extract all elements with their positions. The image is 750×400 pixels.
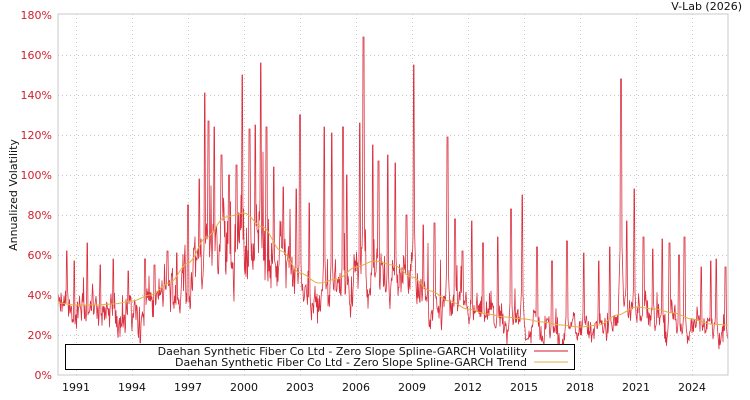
legend: Daehan Synthetic Fiber Co Ltd - Zero Slo…: [65, 344, 575, 370]
y-tick-label: 80%: [28, 209, 52, 222]
legend-box: [65, 344, 575, 370]
x-tick-label: 1991: [62, 381, 90, 394]
y-tick-label: 40%: [28, 289, 52, 302]
grid-lines: [58, 14, 728, 375]
x-tick-label: 2009: [398, 381, 426, 394]
y-tick-label: 100%: [21, 169, 52, 182]
y-tick-label: 120%: [21, 129, 52, 142]
y-tick-label: 0%: [35, 369, 52, 382]
credit-text: V-Lab (2026): [671, 0, 742, 13]
y-tick-label: 180%: [21, 9, 52, 22]
x-tick-label: 2000: [230, 381, 258, 394]
volatility-series: [57, 36, 729, 355]
x-tick-label: 2024: [678, 381, 706, 394]
volatility-line: [57, 36, 729, 355]
x-tick-label: 1997: [174, 381, 202, 394]
y-axis-label: Annualized Volatility: [7, 139, 20, 251]
x-tick-label: 2015: [510, 381, 538, 394]
x-tick-label: 2021: [622, 381, 650, 394]
x-tick-label: 2006: [342, 381, 370, 394]
y-tick-label: 60%: [28, 249, 52, 262]
trend-series: [57, 212, 728, 328]
plot-frame: [57, 13, 729, 376]
y-tick-label: 160%: [21, 49, 52, 62]
x-tick-label: 2018: [566, 381, 594, 394]
x-tick-label: 1994: [118, 381, 146, 394]
y-tick-label: 140%: [21, 89, 52, 102]
legend-label-trend: Daehan Synthetic Fiber Co Ltd - Zero Slo…: [175, 356, 527, 369]
x-axis-ticks: 1991 1994 1997 2000 2003 2006 2009 2012 2015 2018…: [62, 381, 706, 394]
y-axis-ticks: 0% 20% 40% 60% 80% 100% 120% 140% 160% 180%: [21, 9, 52, 382]
x-tick-label: 2003: [286, 381, 314, 394]
x-tick-label: 2012: [454, 381, 482, 394]
legend-label-volatility: Daehan Synthetic Fiber Co Ltd - Zero Slo…: [158, 345, 528, 358]
y-tick-label: 20%: [28, 329, 52, 342]
trend-line: [57, 212, 728, 328]
